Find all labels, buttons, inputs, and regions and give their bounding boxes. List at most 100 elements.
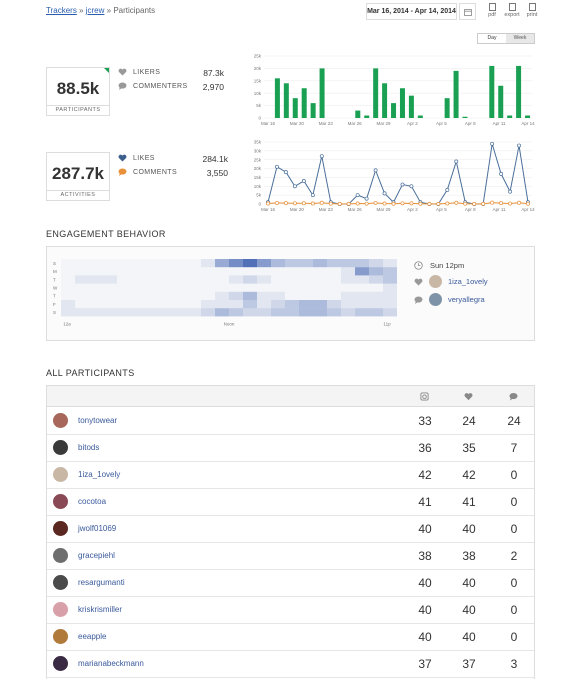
table-row[interactable]: resargumanti 40 40 0 xyxy=(47,570,534,597)
posts-count: 33 xyxy=(418,414,432,428)
heatmap-cell xyxy=(271,300,285,309)
series-point xyxy=(266,201,270,206)
table-row[interactable]: cocotoa 41 41 0 xyxy=(47,489,534,516)
commenters-metric: COMMENTERS xyxy=(118,82,188,90)
heatmap-cell xyxy=(61,308,75,317)
table-row[interactable]: kriskrismiller 40 40 0 xyxy=(47,597,534,624)
heatmap-cell xyxy=(215,300,229,309)
heatmap-cell xyxy=(257,259,271,268)
participant-name-link[interactable]: gracepiehl xyxy=(78,551,115,560)
breadcrumb-current-page: Participants xyxy=(113,6,156,15)
comments-value: 3,550 xyxy=(206,168,228,178)
participant-name-link[interactable]: marianabeckmann xyxy=(78,659,144,668)
heatmap-cell xyxy=(243,283,257,292)
participant-name-link[interactable]: resargumanti xyxy=(78,578,125,587)
pdf-button[interactable]: pdf xyxy=(482,3,502,23)
heatmap-cell xyxy=(117,267,131,276)
heatmap-cell xyxy=(131,259,145,268)
participant-name-link[interactable]: bitods xyxy=(78,443,100,452)
participant-name-link[interactable]: eeapple xyxy=(78,632,107,641)
likes-label: LIKES xyxy=(133,154,155,162)
participant-name-link[interactable]: tonytowear xyxy=(78,416,118,425)
heatmap-cell xyxy=(383,291,397,300)
heatmap-cell xyxy=(145,291,159,300)
heatmap-cell xyxy=(187,300,201,309)
series-point xyxy=(391,201,396,206)
y-tick-label: 35k xyxy=(254,140,262,145)
comment-icon xyxy=(118,168,127,176)
table-row[interactable]: eeapple 40 40 0 xyxy=(47,624,534,651)
heatmap-cell xyxy=(313,267,327,276)
day-toggle-button[interactable]: Day xyxy=(478,34,506,43)
week-toggle-button[interactable]: Week xyxy=(506,34,534,43)
heatmap-cell xyxy=(117,283,131,292)
heatmap-cell xyxy=(201,291,215,300)
table-row[interactable]: 1iza_1ovely 42 42 0 xyxy=(47,462,534,489)
heatmap-cell xyxy=(257,308,271,317)
likes-value: 284.1k xyxy=(202,154,228,164)
top-commenter-link[interactable]: veryallegra xyxy=(448,295,485,304)
heatmap-x-tick: 11p xyxy=(383,321,391,326)
participant-name-link[interactable]: cocotoa xyxy=(78,497,107,506)
comments-count: 0 xyxy=(510,522,518,536)
table-row[interactable]: bitods 36 35 7 xyxy=(47,435,534,462)
heatmap-cell xyxy=(201,300,215,309)
breadcrumb-account-link[interactable]: jcrew xyxy=(85,6,105,15)
table-row[interactable]: tonytowear 33 24 24 xyxy=(47,408,534,435)
calendar-button[interactable] xyxy=(459,3,476,20)
heatmap-cell xyxy=(201,283,215,292)
avatar xyxy=(53,548,68,563)
x-tick-label: Mar 29 xyxy=(377,121,392,126)
heatmap-cell xyxy=(117,259,131,268)
x-tick-label: Mar 16 xyxy=(261,121,276,126)
heatmap-cell xyxy=(75,291,89,300)
export-button[interactable]: export xyxy=(502,3,522,23)
series-point xyxy=(301,179,306,183)
comments-metric: COMMENTS xyxy=(118,168,177,176)
heatmap-cell xyxy=(383,283,397,292)
print-button[interactable]: print xyxy=(522,3,542,23)
posts-count: 40 xyxy=(418,603,432,617)
y-tick-label: 5k xyxy=(256,103,262,108)
heatmap-cell xyxy=(173,259,187,268)
chart-bar xyxy=(507,115,513,118)
y-tick-label: 5k xyxy=(256,193,262,198)
posts-count: 40 xyxy=(418,630,432,644)
date-range-picker[interactable]: Mar 16, 2014 - Apr 14, 2014 xyxy=(366,3,457,20)
heatmap-cell xyxy=(187,267,201,276)
breadcrumb-trackers-link[interactable]: Trackers xyxy=(46,6,77,15)
comments-column-icon[interactable] xyxy=(509,392,518,401)
heatmap-cell xyxy=(215,283,229,292)
heatmap-row-label: T xyxy=(53,277,56,282)
heatmap-cell xyxy=(89,275,103,284)
heatmap-cell xyxy=(159,259,173,268)
heatmap-cell xyxy=(369,267,383,276)
table-row[interactable]: gracepiehl 38 38 2 xyxy=(47,543,534,570)
heatmap-cell xyxy=(257,275,271,284)
heart-icon xyxy=(118,68,127,76)
series-point xyxy=(409,201,414,206)
chart-bar xyxy=(310,103,316,118)
participant-name-link[interactable]: 1iza_1ovely xyxy=(78,470,121,479)
table-row[interactable]: jwolf01069 40 40 0 xyxy=(47,516,534,543)
avatar xyxy=(429,293,442,306)
participant-name-link[interactable]: kriskrismiller xyxy=(78,605,122,614)
chart-bar xyxy=(355,110,361,118)
participant-name-link[interactable]: jwolf01069 xyxy=(78,524,117,533)
top-liker-link[interactable]: 1iza_1ovely xyxy=(448,277,488,286)
heatmap-cell xyxy=(159,300,173,309)
heatmap-cell xyxy=(341,275,355,284)
heatmap-cell xyxy=(131,308,145,317)
comments-count: 7 xyxy=(510,441,518,455)
chart-bar xyxy=(391,103,397,118)
heatmap-cell xyxy=(61,267,75,276)
posts-column-icon[interactable] xyxy=(420,392,429,401)
series-point xyxy=(445,187,450,192)
likes-column-icon[interactable] xyxy=(464,392,473,401)
heatmap-cell xyxy=(187,291,201,300)
table-row[interactable]: marianabeckmann 37 37 3 xyxy=(47,651,534,678)
heatmap-cell xyxy=(369,308,383,317)
heatmap-cell xyxy=(327,300,341,309)
chart-bar xyxy=(462,116,468,118)
heatmap-cell xyxy=(369,300,383,309)
